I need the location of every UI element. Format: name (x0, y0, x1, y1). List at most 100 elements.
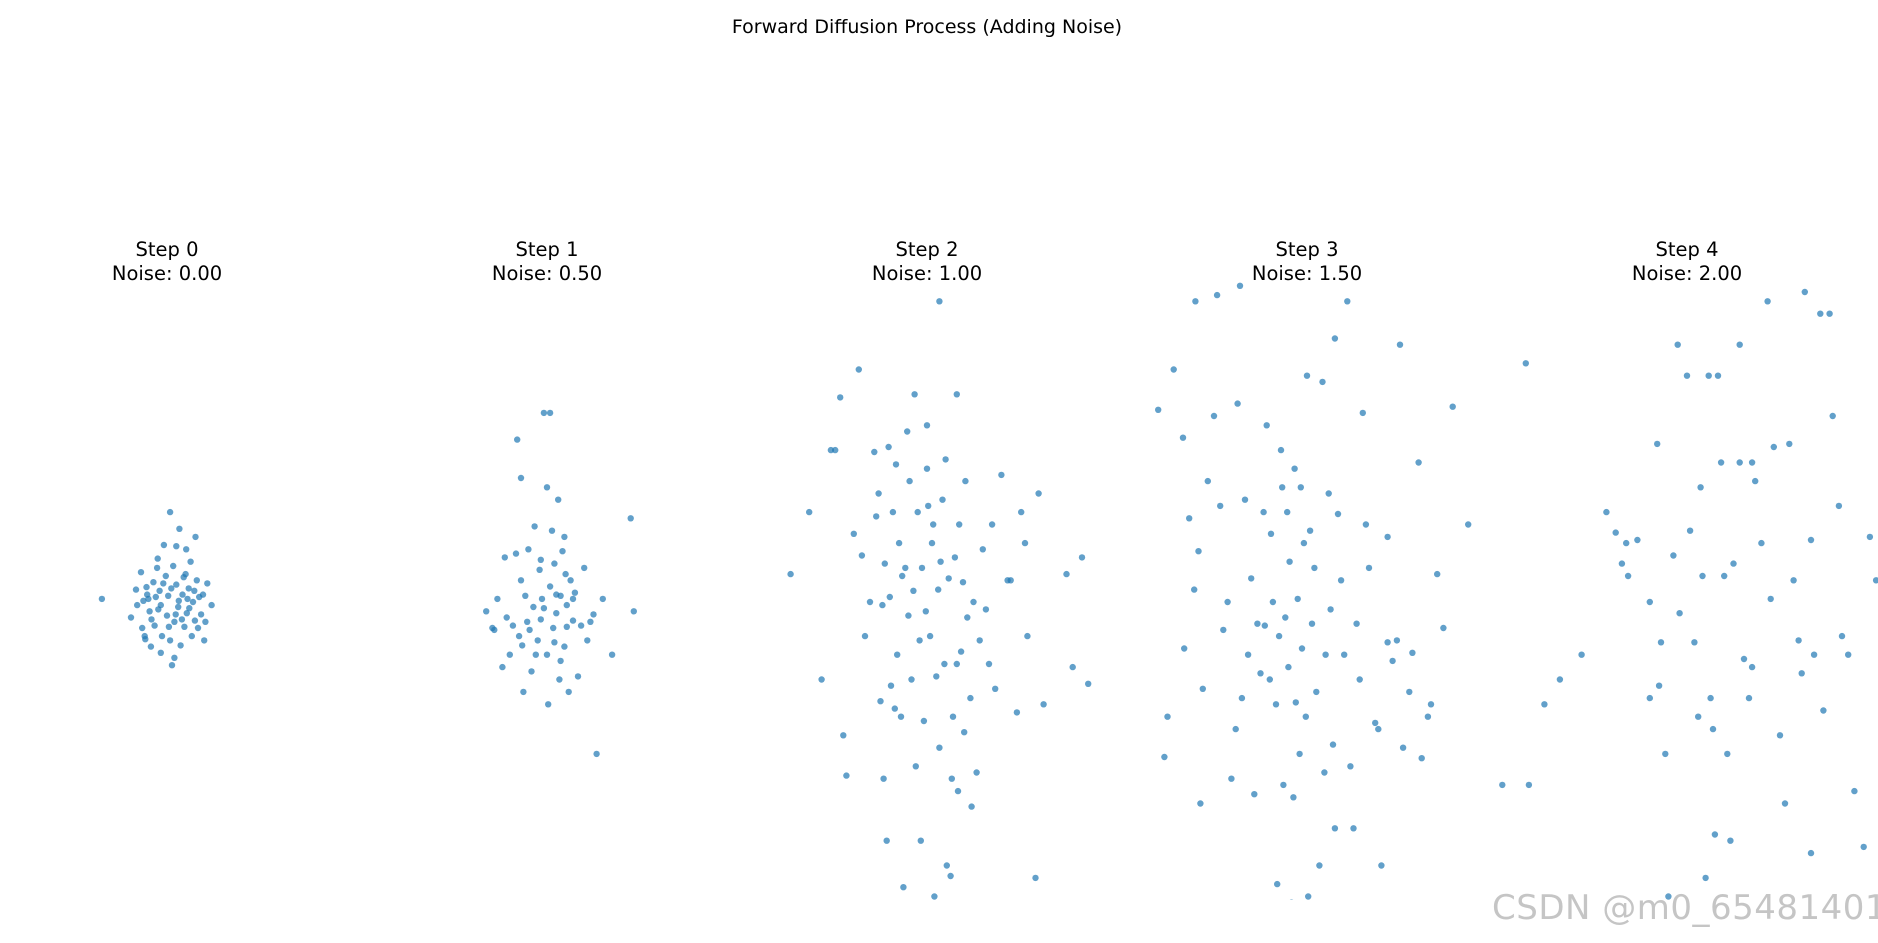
scatter-point (556, 676, 563, 683)
scatter-point (548, 527, 556, 534)
scatter-point (522, 592, 529, 599)
scatter-point (538, 595, 546, 603)
scatter-point (936, 298, 943, 305)
scatter-point (1711, 831, 1719, 838)
scatter-point (546, 583, 554, 590)
scatter-point (948, 775, 955, 782)
scatter-point (982, 606, 990, 613)
scatter-point (939, 496, 946, 503)
scatter-point (506, 651, 513, 658)
scatter-point (992, 685, 999, 692)
scatter-point (1251, 791, 1258, 798)
scatter-panel-4 (1489, 288, 1878, 937)
scatter-point (873, 513, 880, 520)
scatter-point (192, 533, 199, 541)
scatter-point (1681, 931, 1687, 937)
scatter-point (1298, 645, 1306, 652)
scatter-point (545, 701, 552, 708)
scatter-point (885, 443, 892, 451)
scatter-point (843, 772, 850, 779)
scatter-point (954, 787, 962, 795)
scatter-point (577, 622, 585, 629)
scatter-point (1835, 502, 1843, 510)
scatter-point (152, 593, 159, 601)
scatter-point (1740, 655, 1748, 663)
scatter-point (922, 608, 929, 615)
scatter-point (1327, 606, 1334, 613)
scatter-point (565, 688, 572, 696)
panel-title-step-0: Step 0 Noise: 0.00 (47, 238, 287, 286)
scatter-point (517, 474, 525, 482)
scatter-point (1236, 282, 1244, 289)
scatter-point (188, 632, 195, 640)
scatter-point (569, 595, 577, 603)
scatter-point (515, 632, 523, 640)
step-label: Step 4 (1655, 238, 1719, 261)
scatter-point (1709, 725, 1717, 733)
scatter-point (1845, 651, 1852, 658)
scatter-point (1191, 586, 1198, 593)
scatter-point (176, 525, 183, 532)
scatter-point (204, 580, 211, 587)
scatter-point (536, 566, 543, 573)
scatter-point (1767, 595, 1774, 603)
scatter-point (491, 626, 498, 634)
scatter-point (931, 893, 938, 900)
scatter-point (1691, 639, 1698, 646)
scatter-point (988, 521, 996, 528)
scatter-point (951, 554, 959, 561)
scatter-point (1007, 577, 1014, 584)
scatter-point (1331, 825, 1339, 832)
scatter-point (1440, 624, 1447, 632)
scatter-point (158, 632, 166, 640)
scatter-point (1657, 639, 1665, 646)
noise-label: Noise: 2.00 (1631, 262, 1743, 285)
scatter-point (1284, 508, 1291, 516)
scatter-point (168, 585, 175, 592)
scatter-panel-0 (98, 508, 215, 669)
scatter-point (151, 622, 158, 629)
scatter-point (889, 508, 897, 516)
scatter-point (902, 564, 909, 572)
scatter-point (134, 601, 141, 609)
scatter-point (166, 637, 174, 644)
panel-title-step-1: Step 1 Noise: 0.50 (427, 238, 667, 286)
scatter-point (1013, 709, 1021, 716)
scatter-point (1316, 862, 1323, 869)
scatter-point (1350, 825, 1357, 832)
scatter-point (917, 837, 924, 844)
scatter-point (1155, 406, 1162, 413)
scatter-point (926, 632, 934, 640)
scatter-point (1829, 412, 1836, 420)
scatter-point (1325, 490, 1332, 497)
scatter-point (1341, 651, 1348, 658)
scatter-point (183, 546, 190, 553)
scatter-point (866, 598, 874, 606)
scatter-point (1736, 459, 1743, 466)
scatter-point (818, 676, 825, 683)
scatter-point (1489, 472, 1495, 478)
scatter-point (1277, 446, 1285, 454)
scatter-point (499, 663, 506, 671)
scatter-point (1356, 676, 1363, 683)
scatter-point (1224, 598, 1231, 606)
scatter-point (1063, 570, 1070, 578)
scatter-point (590, 611, 597, 618)
scatter-point (98, 595, 106, 603)
scatter-point (181, 623, 188, 630)
scatter-point (148, 616, 155, 623)
panel-title-step-3: Step 3 Noise: 1.50 (1187, 238, 1427, 286)
scatter-point (892, 461, 900, 468)
scatter-point (1289, 899, 1294, 900)
scatter-point (914, 508, 921, 516)
scatter-point (567, 577, 574, 584)
scatter-point (574, 673, 582, 680)
scatter-point (1695, 713, 1702, 720)
scatter-point (908, 676, 915, 683)
scatter-point (861, 632, 869, 640)
scatter-point (1192, 298, 1199, 305)
scatter-point (1035, 490, 1042, 497)
scatter-point (569, 617, 577, 624)
scatter-point (141, 632, 148, 640)
scatter-point (877, 698, 884, 705)
